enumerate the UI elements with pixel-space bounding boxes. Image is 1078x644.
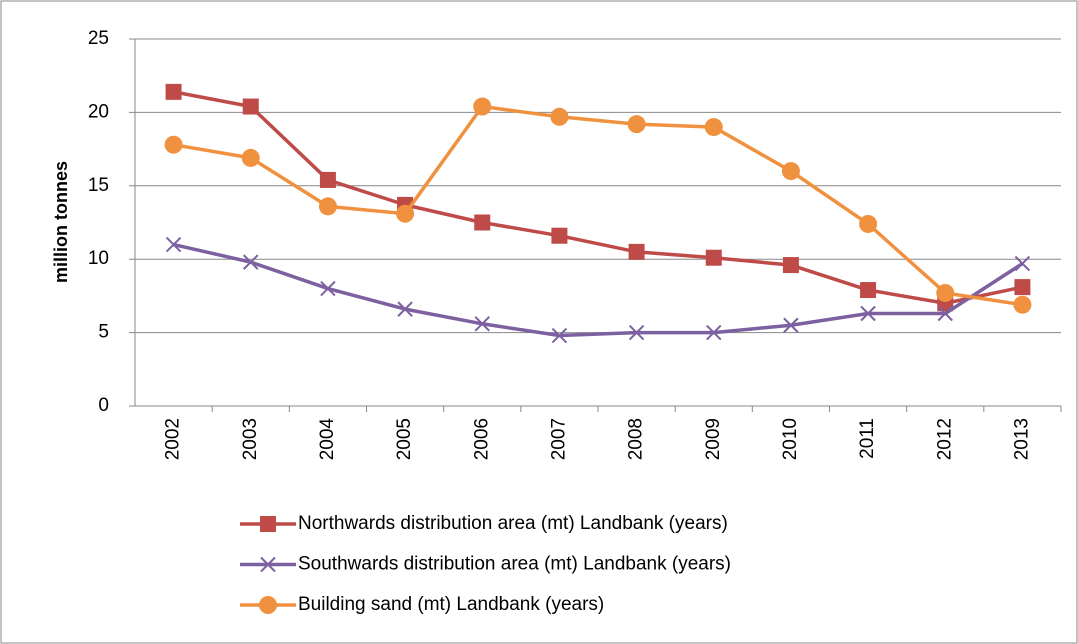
point bbox=[781, 162, 800, 181]
point bbox=[242, 98, 259, 115]
y-tick-label: 10 bbox=[88, 248, 109, 269]
point bbox=[397, 301, 413, 317]
point bbox=[706, 324, 722, 341]
series-line bbox=[173, 90, 1023, 305]
point bbox=[627, 115, 646, 134]
point bbox=[473, 97, 492, 116]
point bbox=[860, 305, 876, 322]
point bbox=[705, 249, 722, 266]
point bbox=[782, 257, 799, 274]
point bbox=[1014, 255, 1031, 272]
y-tick-label: 25 bbox=[88, 28, 109, 49]
legend-marker bbox=[259, 596, 277, 614]
point bbox=[474, 214, 491, 231]
point bbox=[474, 316, 490, 332]
x-tick-label: 2003 bbox=[240, 418, 261, 460]
point bbox=[551, 327, 568, 344]
x-tick-label: 2012 bbox=[934, 418, 955, 460]
point bbox=[937, 305, 953, 322]
point bbox=[860, 282, 877, 299]
point bbox=[319, 171, 336, 188]
point bbox=[1014, 279, 1031, 296]
point bbox=[628, 324, 645, 341]
point bbox=[164, 135, 183, 154]
point bbox=[1013, 295, 1032, 314]
y-tick-label: 15 bbox=[88, 175, 109, 196]
series-line bbox=[173, 104, 1023, 307]
y-axis-label: million tonnes bbox=[51, 161, 71, 283]
legend-label: Building sand (mt) Landbank (years) bbox=[298, 594, 604, 615]
point bbox=[165, 236, 182, 253]
x-tick-label: 2004 bbox=[317, 418, 338, 461]
series-line bbox=[173, 242, 1024, 338]
point bbox=[783, 317, 799, 333]
point bbox=[241, 148, 260, 167]
y-tick-label: 20 bbox=[88, 101, 109, 122]
point bbox=[551, 227, 568, 244]
point bbox=[165, 83, 182, 100]
x-tick-label: 2005 bbox=[394, 418, 415, 460]
x-tick-label: 2008 bbox=[626, 418, 647, 460]
x-tick-label: 2002 bbox=[163, 418, 184, 460]
point bbox=[396, 204, 415, 223]
point bbox=[318, 197, 337, 216]
y-tick-label: 0 bbox=[98, 395, 109, 416]
point bbox=[628, 243, 645, 260]
point bbox=[859, 214, 878, 233]
x-tick-label: 2013 bbox=[1011, 418, 1032, 460]
legend-marker bbox=[260, 516, 276, 532]
point bbox=[704, 118, 723, 137]
point bbox=[243, 254, 259, 270]
legend-label: Southwards distribution area (mt) Landba… bbox=[298, 554, 731, 575]
point bbox=[936, 283, 955, 302]
legend-marker bbox=[260, 556, 276, 573]
point bbox=[320, 280, 336, 297]
x-tick-label: 2010 bbox=[780, 418, 801, 460]
x-tick-label: 2006 bbox=[471, 418, 492, 460]
point bbox=[550, 107, 569, 126]
y-tick-label: 5 bbox=[98, 322, 109, 343]
x-tick-label: 2007 bbox=[548, 418, 569, 460]
x-tick-label: 2009 bbox=[703, 418, 724, 460]
x-tick-label: 2011 bbox=[857, 418, 878, 459]
legend-label: Northwards distribution area (mt) Landba… bbox=[298, 513, 728, 534]
